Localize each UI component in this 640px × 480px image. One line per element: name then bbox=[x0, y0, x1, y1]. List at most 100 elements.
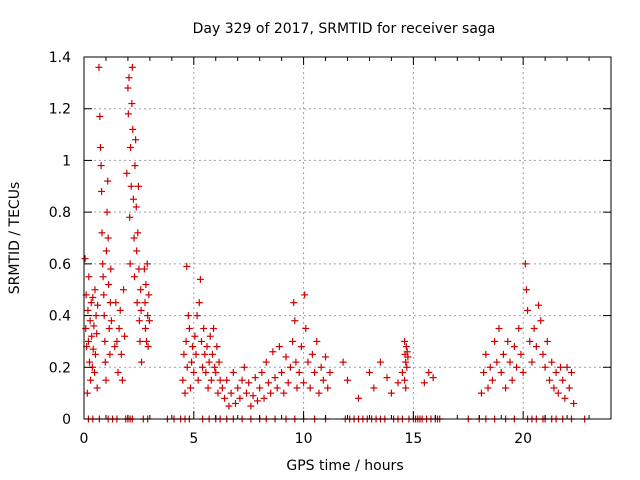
data-point bbox=[117, 350, 125, 358]
data-point bbox=[134, 182, 142, 190]
data-point bbox=[271, 374, 279, 382]
chart-title: Day 329 of 2017, SRMTID for receiver sag… bbox=[193, 21, 496, 37]
data-point bbox=[85, 273, 93, 281]
data-point bbox=[491, 337, 499, 345]
data-point bbox=[370, 384, 378, 392]
data-point bbox=[93, 384, 101, 392]
data-point bbox=[229, 368, 237, 376]
y-tick-label: 0.2 bbox=[49, 360, 71, 376]
x-tick-label: 0 bbox=[80, 431, 89, 447]
data-point bbox=[141, 299, 149, 307]
data-point bbox=[100, 312, 108, 320]
data-point bbox=[324, 384, 332, 392]
data-point bbox=[105, 281, 113, 289]
data-point bbox=[87, 299, 95, 307]
data-point bbox=[311, 368, 319, 376]
data-point bbox=[84, 306, 92, 314]
data-point bbox=[98, 229, 106, 237]
data-point bbox=[404, 353, 412, 361]
data-point bbox=[128, 100, 136, 108]
data-point bbox=[144, 312, 152, 320]
data-point bbox=[292, 358, 300, 366]
data-point bbox=[530, 325, 538, 332]
data-point bbox=[123, 169, 131, 177]
data-point bbox=[145, 317, 153, 325]
data-point bbox=[535, 301, 543, 309]
data-point bbox=[319, 376, 327, 384]
data-point bbox=[89, 345, 97, 353]
data-point bbox=[249, 392, 257, 400]
data-point bbox=[126, 260, 134, 268]
data-point bbox=[236, 394, 244, 402]
data-point bbox=[143, 260, 151, 268]
data-point bbox=[213, 343, 221, 351]
data-point bbox=[207, 376, 215, 384]
data-point bbox=[227, 389, 235, 397]
data-point bbox=[550, 384, 558, 392]
data-point bbox=[189, 343, 197, 351]
data-point bbox=[565, 384, 573, 392]
data-point bbox=[291, 317, 299, 325]
data-point bbox=[102, 376, 110, 384]
x-axis-label: GPS time / hours bbox=[286, 458, 403, 474]
data-point bbox=[402, 358, 410, 366]
data-point bbox=[182, 337, 190, 345]
data-point bbox=[234, 384, 242, 392]
data-point bbox=[519, 368, 527, 376]
data-point bbox=[403, 363, 411, 371]
data-point bbox=[102, 247, 110, 255]
data-point bbox=[107, 265, 115, 273]
data-point bbox=[202, 368, 210, 376]
data-point bbox=[559, 376, 567, 384]
x-tick-label: 20 bbox=[514, 431, 532, 447]
data-point bbox=[193, 312, 201, 320]
y-tick-label: 0 bbox=[62, 412, 71, 428]
data-point bbox=[354, 394, 362, 402]
data-point bbox=[92, 312, 100, 320]
data-point bbox=[191, 332, 199, 340]
data-point bbox=[552, 368, 560, 376]
data-point bbox=[290, 299, 298, 307]
data-point bbox=[205, 358, 213, 366]
data-point bbox=[561, 394, 569, 402]
data-point bbox=[112, 299, 120, 307]
data-point bbox=[91, 286, 99, 294]
data-point bbox=[136, 337, 144, 345]
y-tick-label: 1.2 bbox=[49, 102, 71, 118]
data-point bbox=[185, 325, 193, 332]
data-point bbox=[262, 358, 270, 366]
data-point bbox=[197, 337, 205, 345]
data-point bbox=[567, 368, 575, 376]
data-point bbox=[273, 384, 281, 392]
data-point bbox=[196, 275, 204, 283]
data-point bbox=[105, 325, 113, 332]
data-point bbox=[96, 144, 104, 151]
data-point bbox=[267, 389, 275, 397]
data-point bbox=[223, 376, 231, 384]
data-point bbox=[429, 374, 437, 382]
data-point bbox=[194, 376, 202, 384]
data-point bbox=[124, 110, 132, 118]
data-point bbox=[497, 368, 505, 376]
data-point bbox=[278, 368, 286, 376]
data-point bbox=[216, 376, 224, 384]
data-point bbox=[95, 63, 103, 71]
data-point bbox=[510, 343, 518, 351]
data-point bbox=[554, 389, 562, 397]
x-tick-label: 15 bbox=[404, 431, 422, 447]
data-point bbox=[107, 317, 115, 325]
data-point bbox=[96, 112, 104, 120]
data-point bbox=[387, 389, 395, 397]
data-point bbox=[315, 389, 323, 397]
data-point bbox=[145, 291, 153, 299]
data-point bbox=[125, 74, 133, 82]
data-point bbox=[394, 379, 402, 387]
data-point bbox=[532, 343, 540, 351]
data-point bbox=[115, 325, 123, 332]
data-point bbox=[521, 260, 529, 268]
data-point bbox=[528, 358, 536, 366]
data-point bbox=[88, 332, 96, 340]
data-point bbox=[86, 317, 94, 325]
data-point bbox=[477, 389, 485, 397]
data-point bbox=[126, 213, 134, 221]
